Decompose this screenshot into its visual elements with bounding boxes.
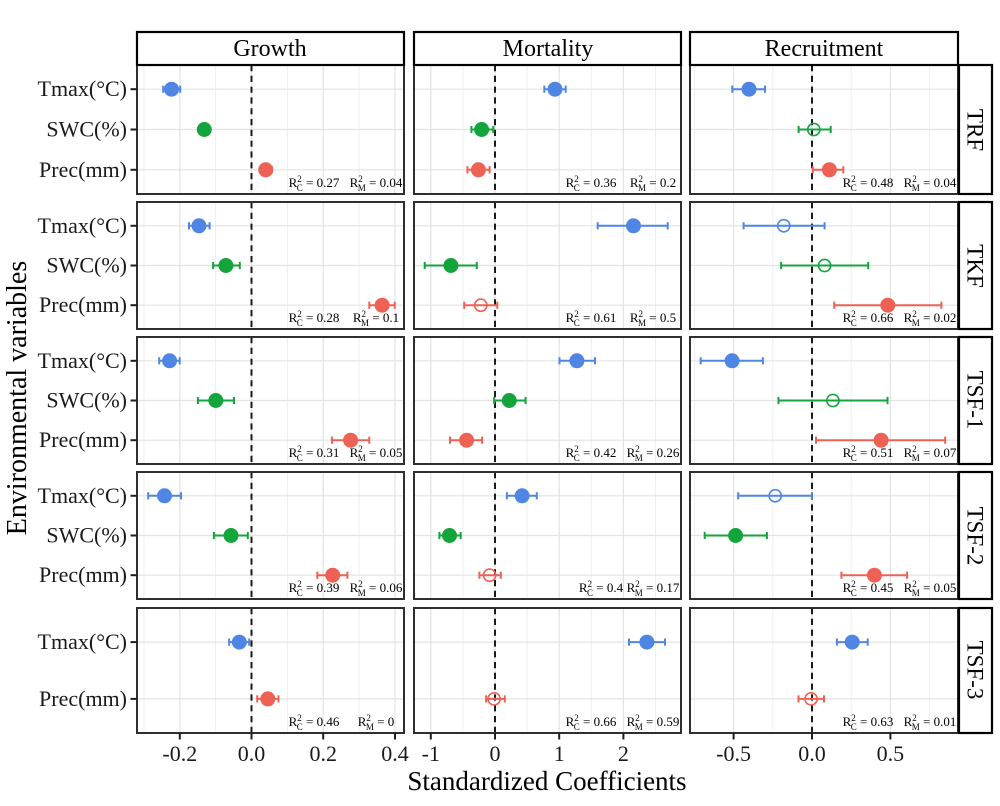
svg-text:Tmax(°C): Tmax(°C) [38, 213, 127, 238]
svg-text:Recruitment: Recruitment [765, 36, 884, 62]
svg-text:0.4: 0.4 [381, 741, 409, 766]
svg-text:TSF-1: TSF-1 [963, 371, 988, 430]
svg-text:0.2: 0.2 [309, 741, 337, 766]
svg-text:R2M = 0.1: R2 M = 0.1 [353, 309, 399, 328]
svg-text:R2C = 0.4: R2 C = 0.4 [579, 579, 624, 598]
svg-text:R2M = 0.5: R2 M = 0.5 [630, 309, 676, 328]
svg-text:R2C = 0.61: R2 C = 0.61 [566, 309, 617, 328]
svg-text:R2C = 0.51: R2 C = 0.51 [843, 444, 894, 463]
svg-text:Prec(mm): Prec(mm) [39, 562, 127, 587]
svg-text:R2C = 0.45: R2 C = 0.45 [843, 579, 894, 598]
svg-text:0.0: 0.0 [798, 741, 826, 766]
svg-text:Environmental variables: Environmental variables [2, 261, 33, 535]
svg-text:SWC(%): SWC(%) [46, 388, 127, 413]
svg-text:Tmax(°C): Tmax(°C) [38, 76, 127, 101]
svg-text:Prec(mm): Prec(mm) [39, 157, 127, 182]
svg-text:-0.2: -0.2 [162, 741, 197, 766]
svg-text:Tmax(°C): Tmax(°C) [38, 483, 127, 508]
svg-text:-0.5: -0.5 [716, 741, 751, 766]
svg-text:R2C = 0.31: R2 C = 0.31 [289, 444, 340, 463]
svg-text:Prec(mm): Prec(mm) [39, 686, 127, 711]
svg-text:R2C = 0.42: R2 C = 0.42 [566, 444, 617, 463]
svg-text:R2M = 0.05: R2 M = 0.05 [350, 444, 403, 463]
svg-text:-1: -1 [422, 741, 440, 766]
svg-text:Tmax(°C): Tmax(°C) [38, 629, 127, 654]
svg-text:0.0: 0.0 [238, 741, 266, 766]
svg-text:SWC(%): SWC(%) [46, 253, 127, 278]
svg-text:R2C = 0.66: R2 C = 0.66 [843, 309, 894, 328]
svg-text:R2C = 0.36: R2 C = 0.36 [566, 174, 617, 193]
svg-text:R2C = 0.48: R2 C = 0.48 [843, 174, 894, 193]
svg-text:0: 0 [490, 741, 501, 766]
svg-text:1: 1 [554, 741, 565, 766]
svg-text:R2C = 0.27: R2 C = 0.27 [289, 174, 340, 193]
svg-text:TRF: TRF [963, 109, 988, 151]
svg-text:Prec(mm): Prec(mm) [39, 427, 127, 452]
svg-text:R2M = 0.17: R2 M = 0.17 [627, 579, 680, 598]
svg-text:SWC(%): SWC(%) [46, 523, 127, 548]
svg-text:R2C = 0.39: R2 C = 0.39 [289, 579, 340, 598]
svg-text:Tmax(°C): Tmax(°C) [38, 348, 127, 373]
svg-text:Standardized Coefficients: Standardized Coefficients [407, 766, 686, 796]
svg-text:Growth: Growth [233, 36, 306, 62]
svg-text:TSF-3: TSF-3 [963, 641, 988, 700]
svg-text:R2C = 0.28: R2 C = 0.28 [289, 309, 340, 328]
svg-text:R2C = 0.46: R2 C = 0.46 [289, 713, 340, 732]
svg-text:Mortality: Mortality [503, 36, 594, 62]
svg-text:R2M = 0: R2 M = 0 [358, 713, 395, 732]
svg-text:R2C = 0.63: R2 C = 0.63 [843, 713, 894, 732]
svg-text:TSF-2: TSF-2 [963, 507, 988, 566]
svg-text:0.5: 0.5 [877, 741, 905, 766]
svg-text:TKF: TKF [963, 244, 988, 287]
svg-text:SWC(%): SWC(%) [46, 117, 127, 142]
svg-text:R2C = 0.66: R2 C = 0.66 [566, 713, 617, 732]
svg-text:Prec(mm): Prec(mm) [39, 292, 127, 317]
svg-text:2: 2 [618, 741, 629, 766]
svg-text:R2M = 0.2: R2 M = 0.2 [630, 174, 676, 193]
